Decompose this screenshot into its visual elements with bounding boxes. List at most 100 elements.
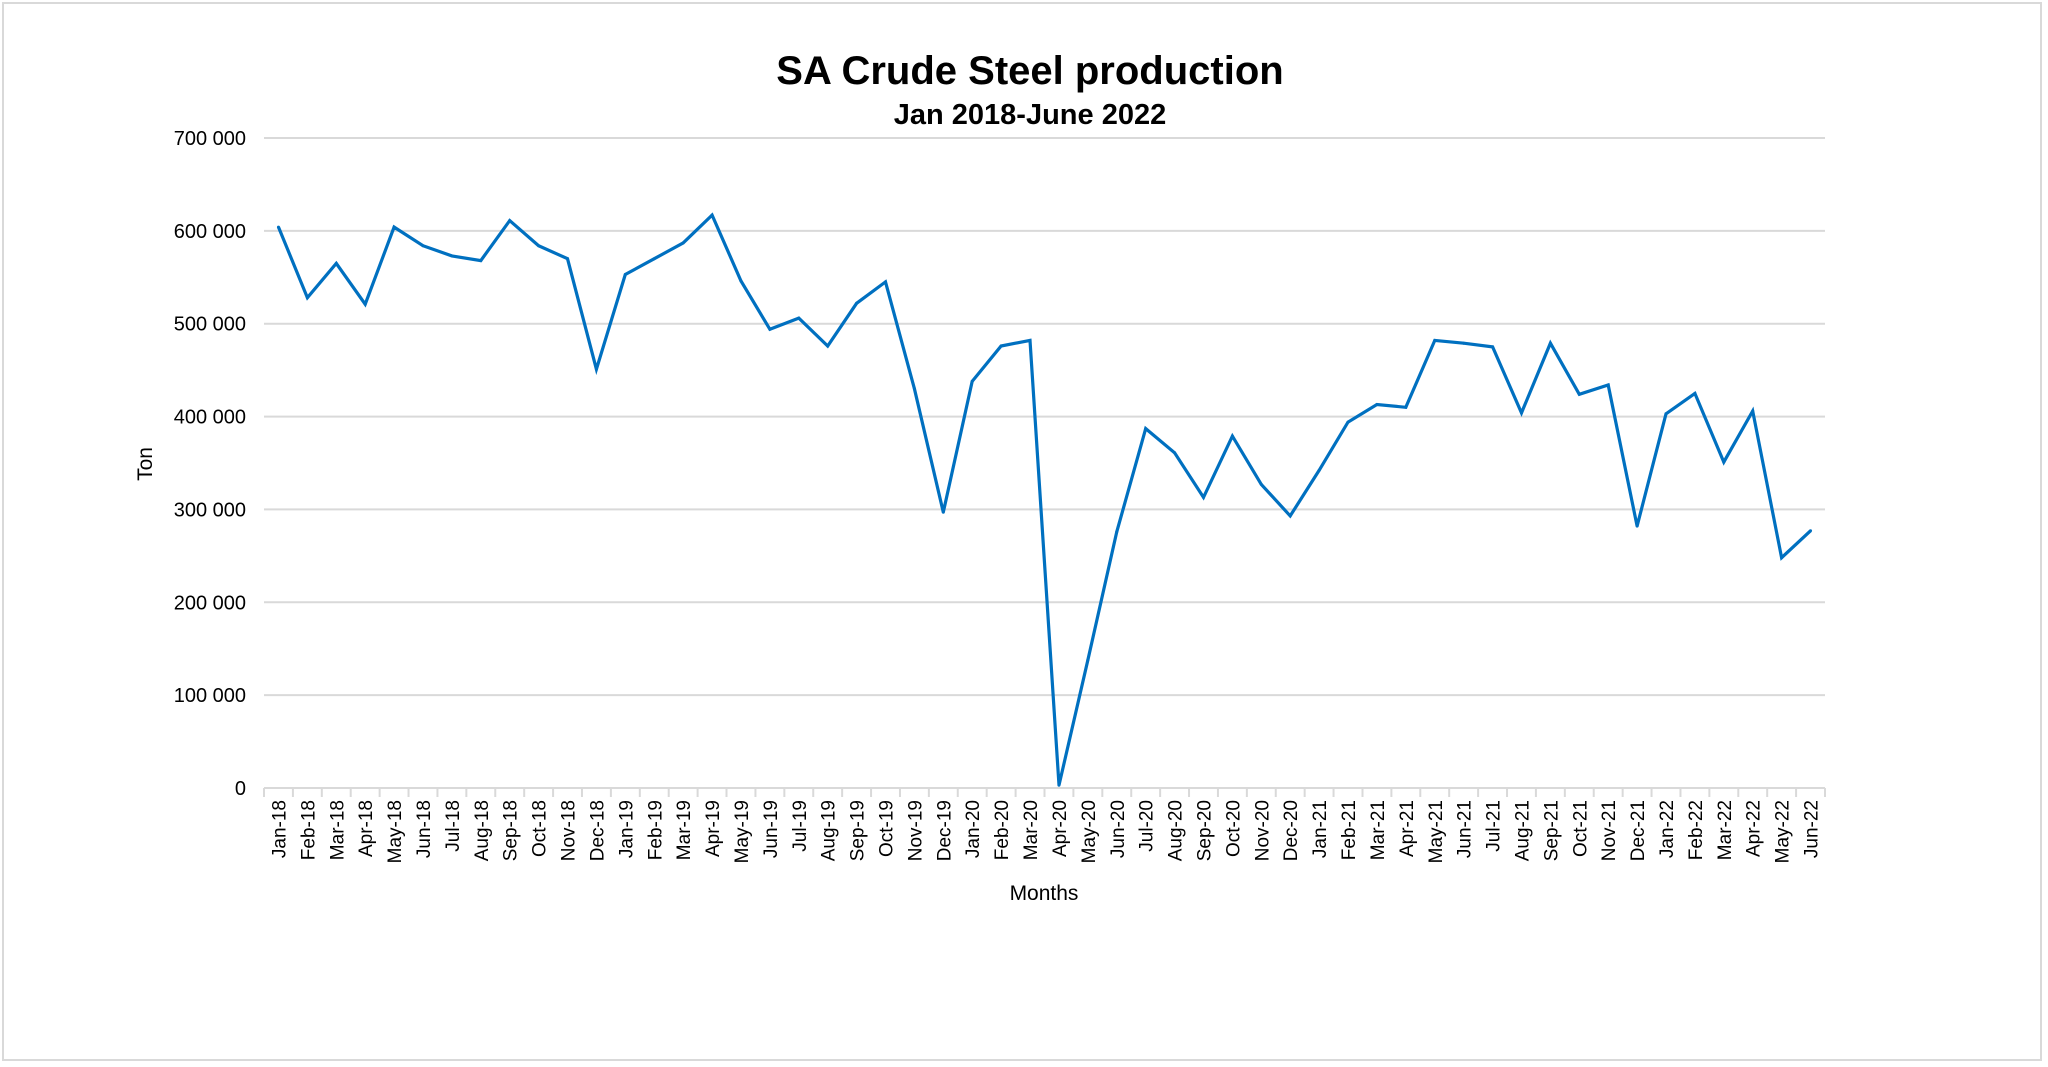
x-tick-label: Mar-18 [327,800,348,860]
x-tick-label: Dec-19 [934,800,955,861]
x-tick-label: Aug-18 [472,800,493,861]
x-tick-label: Apr-22 [1744,800,1765,857]
x-tick-label: May-22 [1773,800,1794,863]
chart-subtitle: Jan 2018-June 2022 [894,99,1166,131]
data-point [1693,391,1697,395]
x-tick-label: Aug-19 [819,800,840,861]
x-tick-label: Feb-19 [645,800,666,860]
x-tick-label: May-20 [1079,800,1100,863]
data-point [1173,451,1177,455]
y-tick-label: 600 000 [174,221,246,243]
data-point [479,259,483,263]
data-point [855,301,859,305]
x-tick-label: Jan-21 [1310,800,1331,858]
x-tick-label: Jul-20 [1137,800,1158,852]
x-tick-label: Feb-22 [1686,800,1707,860]
x-tick-label: Jan-20 [963,800,984,858]
x-tick-label: Apr-19 [703,800,724,857]
x-tick-label: Sep-19 [848,800,869,861]
x-tick-label: Jun-21 [1455,800,1476,858]
data-point [1751,409,1755,413]
x-axis-title: Months [1010,882,1079,905]
data-point [768,327,772,331]
chart-title: SA Crude Steel production [776,49,1283,93]
data-point [623,273,627,276]
data-point [797,316,801,320]
x-tick-label: Mar-19 [674,800,695,860]
x-tick-label: May-19 [732,800,753,863]
data-point [739,279,743,283]
data-point [1809,529,1813,533]
x-tick-label: Apr-21 [1397,800,1418,857]
x-tick-label: Jul-21 [1484,800,1505,852]
data-point [1375,403,1379,406]
x-tick-label: Jun-20 [1108,800,1129,858]
data-point [276,225,280,229]
x-tick-label: May-18 [385,800,406,863]
data-point [1086,658,1090,662]
data-point [1722,460,1726,464]
data-point [1433,338,1437,342]
x-tick-label: Nov-21 [1599,800,1620,861]
series-line [277,212,1812,786]
data-point [1057,783,1061,787]
data-point [710,213,714,217]
y-tick-label: 0 [235,778,246,800]
x-tick-label: Jul-19 [790,800,811,852]
x-tick-label: Jul-18 [443,800,464,852]
data-point [1519,411,1523,415]
data-point [1462,341,1466,345]
data-point [508,219,512,223]
data-point [421,244,425,248]
x-tick-label: Sep-20 [1194,800,1215,861]
x-tick-label: Nov-18 [559,800,580,861]
data-point [594,367,598,371]
x-tick-label: Mar-20 [1021,800,1042,860]
data-point [566,257,570,261]
data-point [826,344,830,348]
x-tick-label: Dec-18 [587,800,608,861]
data-point [1259,482,1263,486]
x-tick-label: Mar-22 [1715,800,1736,860]
data-point [1606,383,1610,387]
x-tick-label: Oct-19 [877,800,898,857]
x-tick-label: Jan-22 [1657,800,1678,858]
x-tick-label: Feb-21 [1339,800,1360,860]
y-tick-label: 200 000 [174,592,246,614]
x-tick-label: Oct-21 [1570,800,1591,857]
data-point [884,280,888,284]
data-point [999,344,1003,348]
x-tick-label: Jun-18 [414,800,435,858]
x-tick-label: Mar-21 [1368,800,1389,860]
data-point [652,257,656,261]
data-point [1404,405,1408,409]
y-tick-label: 300 000 [174,499,246,521]
x-tick-label: Oct-20 [1223,800,1244,857]
y-tick-label: 100 000 [174,685,246,707]
x-tick-label: Apr-20 [1050,800,1071,857]
data-point [1028,338,1032,342]
data-point [334,261,338,265]
y-tick-label: 700 000 [174,128,246,150]
x-tick-label: Oct-18 [530,800,551,857]
y-tick-label: 400 000 [174,407,246,429]
data-point [392,225,396,229]
data-point [450,254,454,258]
x-tick-label: Jan-18 [269,800,290,858]
data-point [1577,392,1581,396]
y-axis-title: Ton [134,447,157,481]
data-point [1635,524,1639,528]
data-point [1201,495,1205,499]
x-tick-label: Jan-19 [616,800,637,858]
data-point [1664,412,1668,416]
data-point [912,387,916,391]
data-point [1288,514,1292,518]
x-tick-label: Dec-20 [1281,800,1302,861]
x-tick-label: Feb-20 [992,800,1013,860]
x-tick-label: Sep-18 [501,800,522,861]
data-point [363,302,367,306]
x-tick-label: Dec-21 [1628,800,1649,861]
data-point [1230,434,1234,438]
